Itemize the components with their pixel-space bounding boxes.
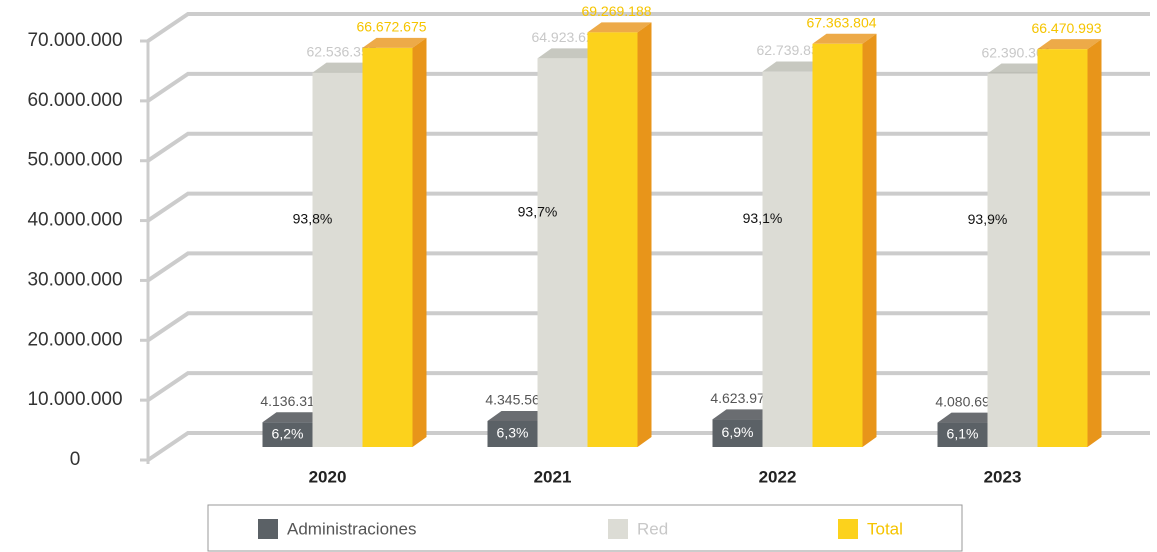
bar-side [1087, 39, 1102, 447]
bar-top [987, 63, 1052, 74]
value-label: 69.269.188 [581, 3, 651, 19]
y-tick-label: 70.000.000 [27, 30, 122, 51]
bar-top [712, 409, 777, 420]
bar-top [937, 412, 1002, 423]
share-label: 93,8% [293, 211, 333, 227]
value-label: 4.623.974 [710, 390, 772, 406]
legend-swatch [838, 519, 858, 539]
bar [712, 419, 763, 447]
value-label: 62.390.301 [981, 44, 1051, 60]
bar-top [262, 412, 327, 423]
x-tick-label: 2023 [984, 467, 1022, 486]
value-label: 66.470.993 [1031, 20, 1101, 36]
bar [812, 43, 863, 448]
bar-side [862, 33, 877, 448]
bar-top [487, 410, 552, 421]
bar [587, 32, 638, 448]
y-tick-label: 60.000.000 [27, 90, 122, 111]
legend-swatch [258, 519, 278, 539]
value-label: 4.136.318 [260, 393, 322, 409]
bar [762, 71, 813, 447]
share-label: 6,1% [947, 425, 979, 441]
legend-box [207, 504, 963, 552]
bar-top [537, 48, 602, 59]
bar [937, 422, 988, 447]
bar-side [412, 37, 427, 448]
bar-top [312, 62, 377, 73]
bar [262, 422, 313, 447]
share-label: 93,9% [968, 211, 1008, 227]
share-label: 6,9% [722, 424, 754, 440]
share-label: 6,3% [497, 425, 529, 441]
y-tick-label: 0 [70, 449, 81, 470]
grid-line [146, 12, 1150, 43]
bar-top [762, 61, 827, 72]
value-label: 4.080.692 [935, 393, 997, 409]
bar-side [637, 22, 652, 448]
y-tick-label: 30.000.000 [27, 269, 122, 290]
legend-swatch [608, 519, 628, 539]
value-label: 62.739.830 [756, 42, 826, 58]
value-label: 64.923.628 [531, 29, 601, 45]
share-label: 93,1% [743, 210, 783, 226]
bar [487, 420, 538, 447]
bar [1037, 49, 1088, 447]
y-tick-label: 40.000.000 [27, 210, 122, 231]
bar-top [1037, 39, 1102, 50]
bar-top [362, 37, 427, 48]
legend-label: Administraciones [287, 519, 416, 538]
value-label: 66.672.675 [356, 19, 426, 35]
x-tick-label: 2021 [534, 467, 572, 486]
bar [312, 72, 363, 447]
y-tick-label: 50.000.000 [27, 150, 122, 171]
bar [537, 58, 588, 447]
value-label: 62.536.357 [306, 43, 376, 59]
legend-label: Red [637, 519, 668, 538]
value-label: 4.345.560 [485, 392, 547, 408]
bar [362, 47, 413, 448]
y-tick-label: 10.000.000 [27, 389, 122, 410]
value-label: 67.363.804 [806, 14, 876, 30]
bar-top [587, 22, 652, 33]
legend-label: Total [867, 519, 903, 538]
x-tick-label: 2020 [309, 467, 347, 486]
share-label: 6,2% [272, 425, 304, 441]
bar [987, 73, 1038, 447]
bar-top [812, 33, 877, 44]
x-tick-label: 2022 [759, 467, 797, 486]
share-label: 93,7% [518, 203, 558, 219]
y-tick-label: 20.000.000 [27, 329, 122, 350]
